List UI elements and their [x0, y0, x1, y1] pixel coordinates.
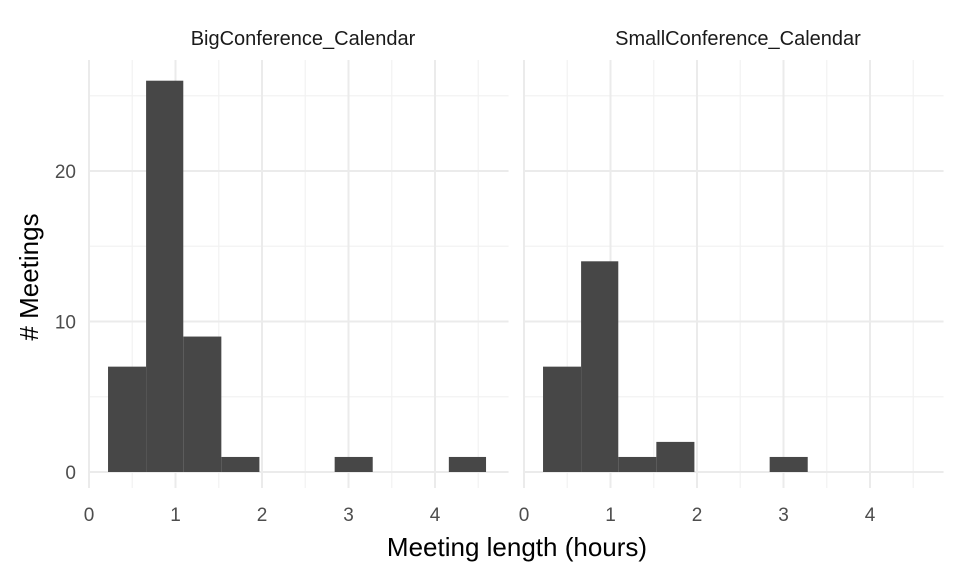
x-tick-label: 3: [778, 505, 789, 526]
x-tick-label: 3: [343, 505, 354, 526]
y-tick-label: 20: [55, 162, 76, 183]
x-tick-label: 0: [519, 505, 530, 526]
x-tick-label: 2: [692, 505, 703, 526]
y-tick-label: 0: [65, 463, 76, 484]
histogram-bar: [618, 456, 657, 472]
histogram-bar: [221, 456, 260, 472]
histogram-bar: [334, 456, 373, 472]
x-tick-label: 4: [865, 505, 876, 526]
histogram-bar: [769, 456, 808, 472]
y-tick-label: 10: [55, 313, 76, 334]
histogram-bar: [543, 366, 582, 472]
x-tick-label: 1: [170, 505, 181, 526]
x-tick-label: 1: [605, 505, 616, 526]
histogram-bar: [448, 456, 487, 472]
histogram-bar: [183, 336, 222, 472]
facet-strip-title: SmallConference_Calendar: [615, 28, 861, 50]
facet-panel: BigConference_Calendar 0 1 2 3 4 0 10 20: [55, 28, 509, 526]
histogram-bar: [146, 80, 184, 472]
facet-strip-title: BigConference_Calendar: [191, 28, 416, 50]
x-tick-label: 0: [84, 505, 95, 526]
histogram-bar: [656, 441, 695, 472]
x-axis-title: Meeting length (hours): [387, 532, 647, 562]
x-tick-label: 2: [257, 505, 268, 526]
y-axis-title: # Meetings: [14, 213, 44, 340]
histogram-bar: [108, 366, 147, 472]
histogram-bar: [581, 261, 619, 472]
x-tick-label: 4: [430, 505, 441, 526]
facet-panel: SmallConference_Calendar 0 1 2 3 4: [519, 28, 944, 526]
